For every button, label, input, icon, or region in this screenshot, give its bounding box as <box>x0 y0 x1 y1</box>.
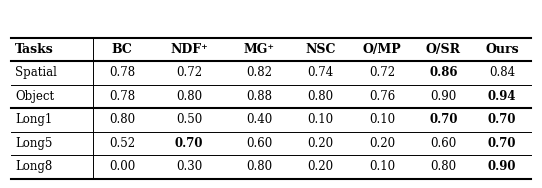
Text: 0.90: 0.90 <box>430 90 456 103</box>
Text: 0.88: 0.88 <box>246 90 272 103</box>
Text: MG⁺: MG⁺ <box>244 43 275 56</box>
Text: Long8: Long8 <box>15 160 53 173</box>
Text: 0.20: 0.20 <box>308 160 334 173</box>
Text: 0.94: 0.94 <box>488 90 516 103</box>
Text: 0.90: 0.90 <box>488 160 516 173</box>
Text: 0.76: 0.76 <box>369 90 395 103</box>
Text: NDF⁺: NDF⁺ <box>170 43 208 56</box>
Text: O/MP: O/MP <box>363 43 402 56</box>
Text: Spatial: Spatial <box>15 66 57 79</box>
Text: 0.50: 0.50 <box>176 113 202 126</box>
Text: 0.72: 0.72 <box>176 66 202 79</box>
Text: 0.74: 0.74 <box>307 66 334 79</box>
Text: 0.10: 0.10 <box>369 160 395 173</box>
Text: 0.30: 0.30 <box>176 160 202 173</box>
Text: 0.86: 0.86 <box>429 66 457 79</box>
Text: 0.20: 0.20 <box>369 137 395 150</box>
Text: 0.72: 0.72 <box>369 66 395 79</box>
Text: Object: Object <box>15 90 54 103</box>
Text: 0.78: 0.78 <box>109 90 135 103</box>
Text: 0.80: 0.80 <box>109 113 135 126</box>
Text: 0.40: 0.40 <box>246 113 273 126</box>
Text: Long5: Long5 <box>15 137 53 150</box>
Text: 0.70: 0.70 <box>175 137 203 150</box>
Text: 0.70: 0.70 <box>488 113 516 126</box>
Text: 0.82: 0.82 <box>246 66 272 79</box>
Text: 0.70: 0.70 <box>429 113 457 126</box>
Text: 0.70: 0.70 <box>488 137 516 150</box>
Text: 0.60: 0.60 <box>246 137 273 150</box>
Text: 0.78: 0.78 <box>109 66 135 79</box>
Text: 0.80: 0.80 <box>430 160 456 173</box>
Text: 0.00: 0.00 <box>109 160 135 173</box>
Text: O/SR: O/SR <box>426 43 461 56</box>
Text: 0.10: 0.10 <box>369 113 395 126</box>
Text: 0.84: 0.84 <box>489 66 515 79</box>
Text: Ours: Ours <box>485 43 519 56</box>
Text: 0.80: 0.80 <box>246 160 273 173</box>
Text: BC: BC <box>112 43 132 56</box>
Text: 0.80: 0.80 <box>308 90 334 103</box>
Text: 0.10: 0.10 <box>308 113 334 126</box>
Text: 0.60: 0.60 <box>430 137 456 150</box>
Text: Long1: Long1 <box>15 113 53 126</box>
Text: 0.80: 0.80 <box>176 90 202 103</box>
Text: 0.20: 0.20 <box>308 137 334 150</box>
Text: Tasks: Tasks <box>15 43 54 56</box>
Text: 0.52: 0.52 <box>109 137 135 150</box>
Text: NSC: NSC <box>306 43 336 56</box>
